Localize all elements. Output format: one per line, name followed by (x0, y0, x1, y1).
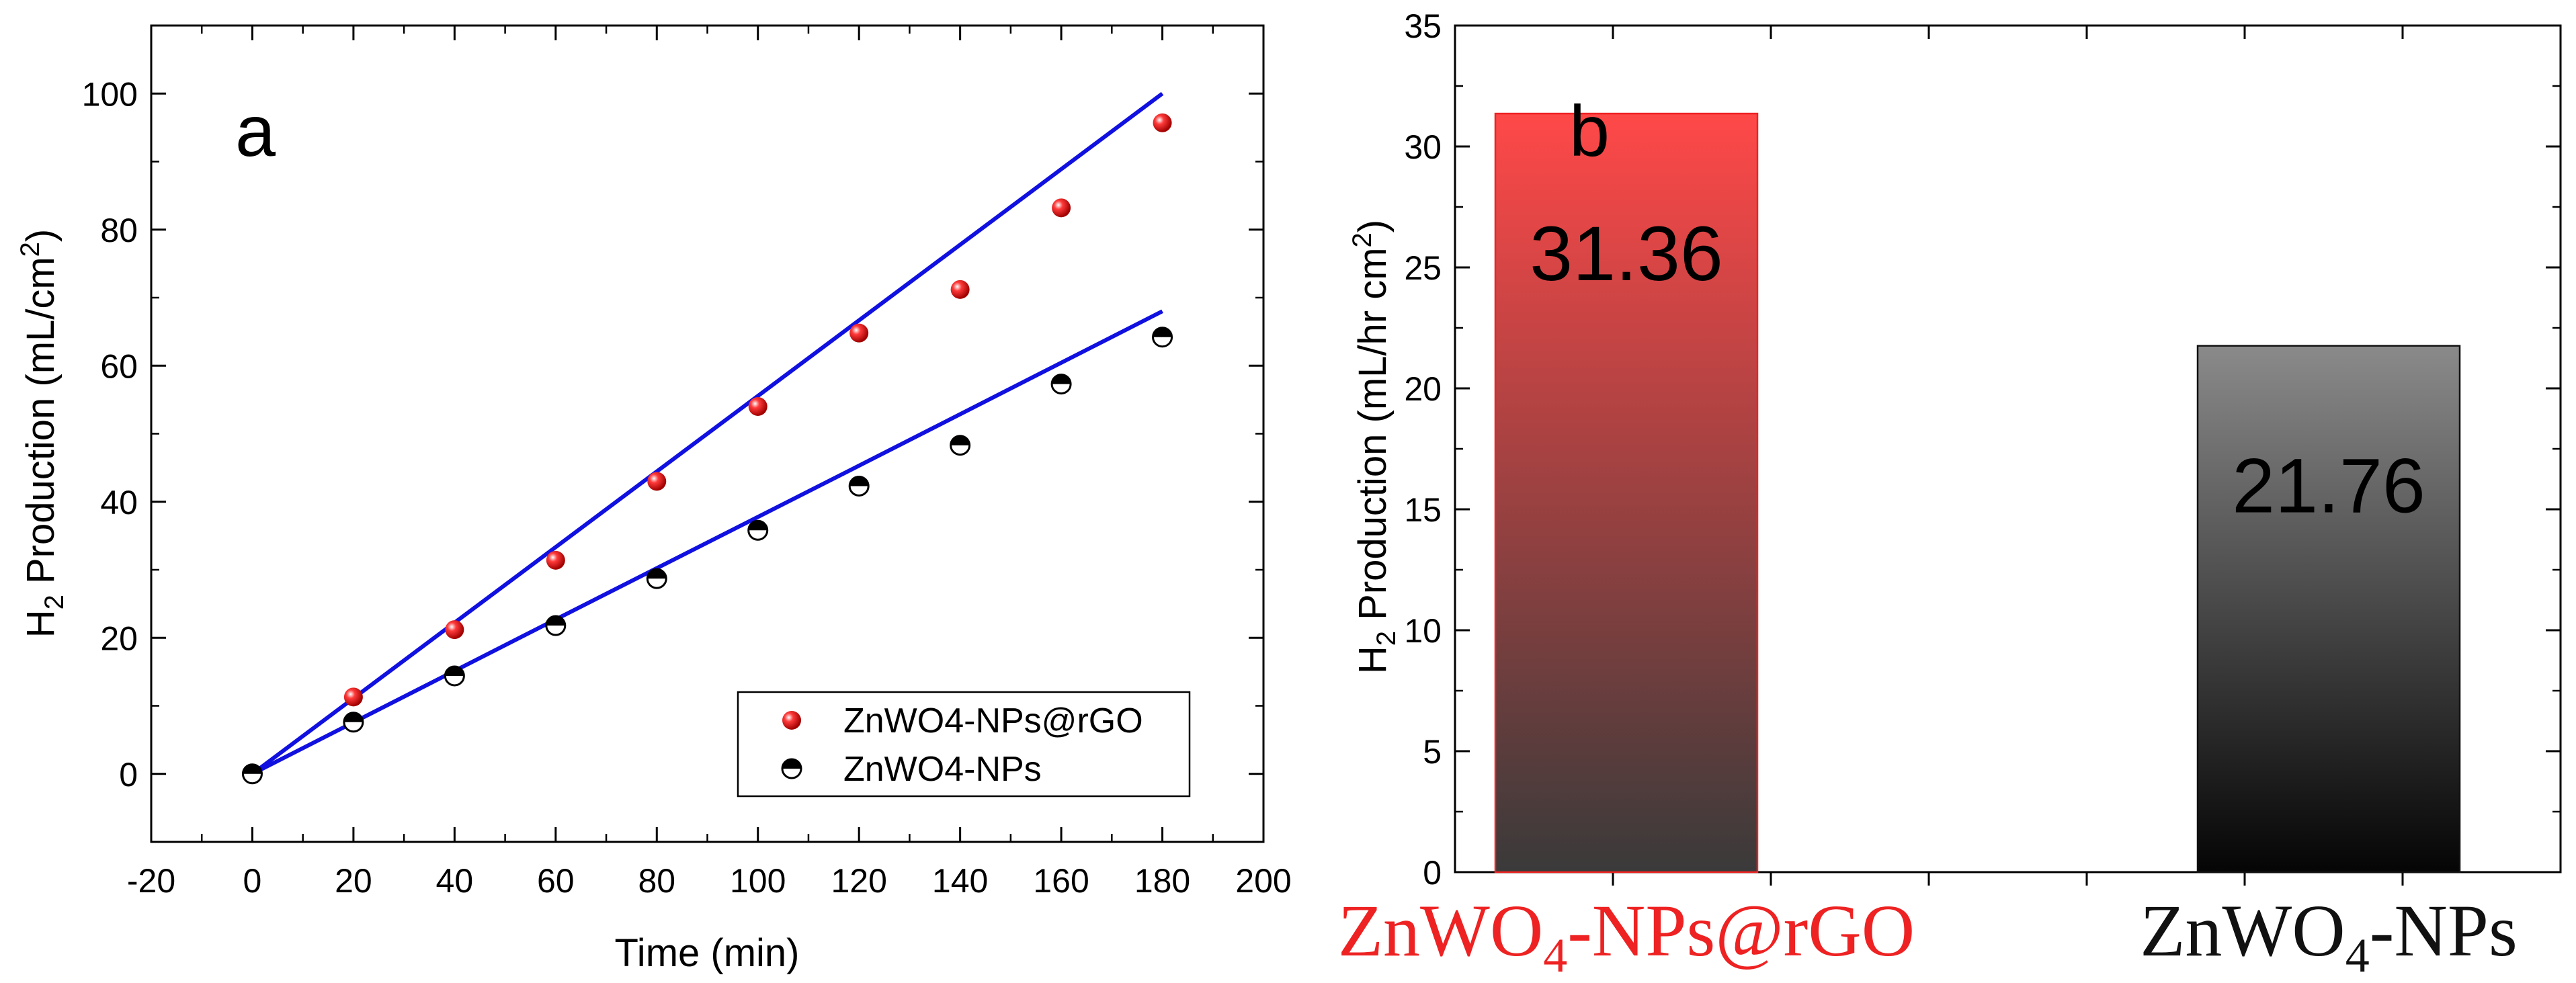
data-point (1052, 198, 1071, 218)
x-tick-label: 80 (638, 862, 675, 900)
x-tick-label: 100 (730, 862, 786, 900)
panel-a-data-points (241, 113, 1173, 785)
data-point (849, 323, 869, 343)
x-tick-label: 160 (1033, 862, 1089, 900)
y-tick-label: 15 (1404, 491, 1442, 529)
data-point (747, 519, 769, 541)
data-point (1152, 327, 1173, 348)
legend-marker-rgo (782, 711, 801, 730)
data-point (1153, 113, 1172, 132)
bar-rgo (1494, 112, 1759, 873)
bar-value-label: 21.76 (2232, 443, 2425, 529)
x-tick-label: 120 (831, 862, 886, 900)
y-tick-label: 0 (119, 756, 138, 794)
bar-value-label: 31.36 (1530, 211, 1723, 297)
category-label-nps: ZnWO4-NPs (2140, 890, 2518, 982)
legend-item-nps: ZnWO4-NPs (781, 750, 1042, 789)
data-point (646, 568, 667, 589)
data-point (950, 435, 971, 456)
category-label-rgo: ZnWO4-NPs@rGO (1338, 890, 1915, 982)
panel-a-fit-lines (251, 91, 1164, 776)
y-tick-label: 80 (100, 212, 138, 249)
x-tick-label: 60 (537, 862, 575, 900)
legend-label-nps: ZnWO4-NPs (843, 750, 1042, 789)
panel-b-y-ticks: 0 5 10 15 20 25 30 35 (1404, 7, 2561, 892)
panel-a-x-ticks: -20 0 20 40 60 80 100 120 140 160 180 200 (127, 26, 1292, 900)
data-point (781, 758, 802, 779)
data-point (782, 711, 801, 730)
panel-b-y-axis-label: H2 Production (mL/hr cm2) (1347, 220, 1401, 674)
x-tick-label: 140 (932, 862, 988, 900)
panel-b-label: b (1569, 90, 1610, 171)
data-point (545, 615, 567, 636)
legend-item-rgo: ZnWO4-NPs@rGO (782, 701, 1143, 740)
fit-line (251, 91, 1164, 776)
legend-marker-nps (781, 758, 802, 779)
data-point (343, 712, 364, 733)
data-point (950, 280, 970, 299)
x-tick-label: 20 (335, 862, 372, 900)
y-tick-label: 100 (82, 75, 138, 113)
data-point (848, 475, 870, 497)
data-point (647, 472, 667, 491)
y-tick-label: 35 (1404, 7, 1442, 45)
panel-b-bars: 31.36 21.76 (1494, 112, 2461, 873)
panel-a-y-ticks: 0 20 40 60 80 100 (82, 24, 1263, 843)
y-tick-label: 60 (100, 347, 138, 385)
data-point (343, 687, 363, 707)
panel-a-x-axis-label: Time (min) (615, 931, 800, 975)
y-tick-label: 20 (1404, 370, 1442, 408)
y-tick-label: 30 (1404, 128, 1442, 166)
x-tick-label: 0 (243, 862, 262, 900)
x-tick-label: 40 (436, 862, 474, 900)
legend-frame (737, 691, 1191, 798)
panel-a-legend: ZnWO4-NPs@rGO ZnWO4-NPs (737, 691, 1191, 798)
data-point (444, 665, 465, 687)
bar-nps (2196, 345, 2461, 873)
x-tick-label: 200 (1235, 862, 1291, 900)
legend-label-rgo: ZnWO4-NPs@rGO (843, 701, 1143, 740)
y-tick-label: 40 (100, 484, 138, 521)
data-point (748, 397, 767, 416)
y-tick-label: 10 (1404, 612, 1442, 650)
panel-a-scatter-chart: -20 0 20 40 60 80 100 120 140 160 180 200 0 20 40 60 80… (15, 24, 1292, 975)
fit-line (251, 309, 1163, 776)
x-tick-label: 180 (1134, 862, 1190, 900)
y-tick-label: 20 (100, 619, 138, 657)
y-tick-label: 5 (1423, 733, 1442, 771)
panel-b-x-ticks (1612, 26, 2404, 886)
y-tick-label: 25 (1404, 249, 1442, 287)
data-point (546, 550, 565, 570)
data-point (445, 620, 464, 640)
y-tick-label: 0 (1423, 854, 1442, 892)
data-point (1050, 374, 1072, 395)
panel-a-y-axis-label: H2 Production (mL/cm2) (15, 229, 69, 638)
data-point (241, 763, 263, 785)
panel-b-bar-chart: 0 5 10 15 20 25 30 35 31.36 21.76 b H2 Productio… (1338, 7, 2562, 982)
x-tick-label: -20 (127, 862, 175, 900)
panel-a-label: a (235, 90, 276, 171)
